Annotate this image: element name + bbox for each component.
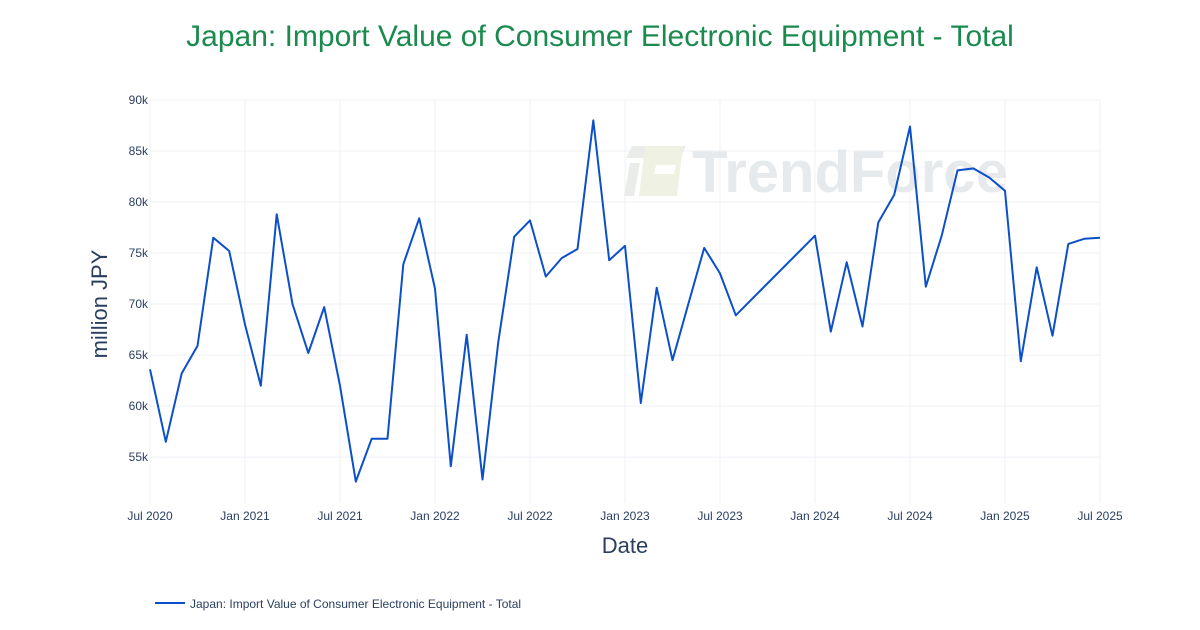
series-line bbox=[149, 119, 1101, 483]
x-tick-label: Jan 2025 bbox=[980, 509, 1030, 523]
watermark-text: TrendForce bbox=[692, 140, 1008, 205]
x-tick-label: Jul 2024 bbox=[887, 509, 933, 523]
x-tick-label: Jul 2021 bbox=[317, 509, 363, 523]
legend[interactable]: Japan: Import Value of Consumer Electron… bbox=[155, 597, 521, 611]
y-tick-label: 55k bbox=[129, 450, 149, 464]
y-tick-label: 75k bbox=[129, 246, 149, 260]
x-tick-label: Jan 2021 bbox=[220, 509, 270, 523]
x-axis-title: Date bbox=[602, 533, 648, 558]
grid-lines bbox=[149, 99, 1101, 503]
x-tick-label: Jul 2020 bbox=[127, 509, 173, 523]
y-tick-label: 65k bbox=[129, 348, 149, 362]
y-axis-ticks: 55k 60k 65k 70k 75k 80k 85k 90k bbox=[129, 93, 149, 464]
x-tick-label: Jul 2025 bbox=[1077, 509, 1123, 523]
y-tick-label: 80k bbox=[129, 195, 149, 209]
x-tick-label: Jul 2022 bbox=[507, 509, 553, 523]
x-tick-label: Jan 2023 bbox=[600, 509, 650, 523]
y-tick-label: 60k bbox=[129, 399, 149, 413]
chart-title: Japan: Import Value of Consumer Electron… bbox=[186, 20, 1014, 53]
y-tick-label: 90k bbox=[129, 93, 149, 107]
legend-label: Japan: Import Value of Consumer Electron… bbox=[190, 597, 521, 611]
y-tick-label: 70k bbox=[129, 297, 149, 311]
y-axis-title: million JPY bbox=[87, 249, 112, 358]
x-tick-label: Jan 2022 bbox=[410, 509, 460, 523]
y-tick-label: 85k bbox=[129, 144, 149, 158]
trendforce-watermark: TrendForce bbox=[624, 140, 1008, 205]
trendforce-logo-icon bbox=[624, 146, 686, 196]
x-axis-ticks: Jul 2020 Jan 2021 Jul 2021 Jan 2022 Jul 2022… bbox=[127, 509, 1123, 523]
x-tick-label: Jan 2024 bbox=[790, 509, 840, 523]
x-tick-label: Jul 2023 bbox=[697, 509, 743, 523]
